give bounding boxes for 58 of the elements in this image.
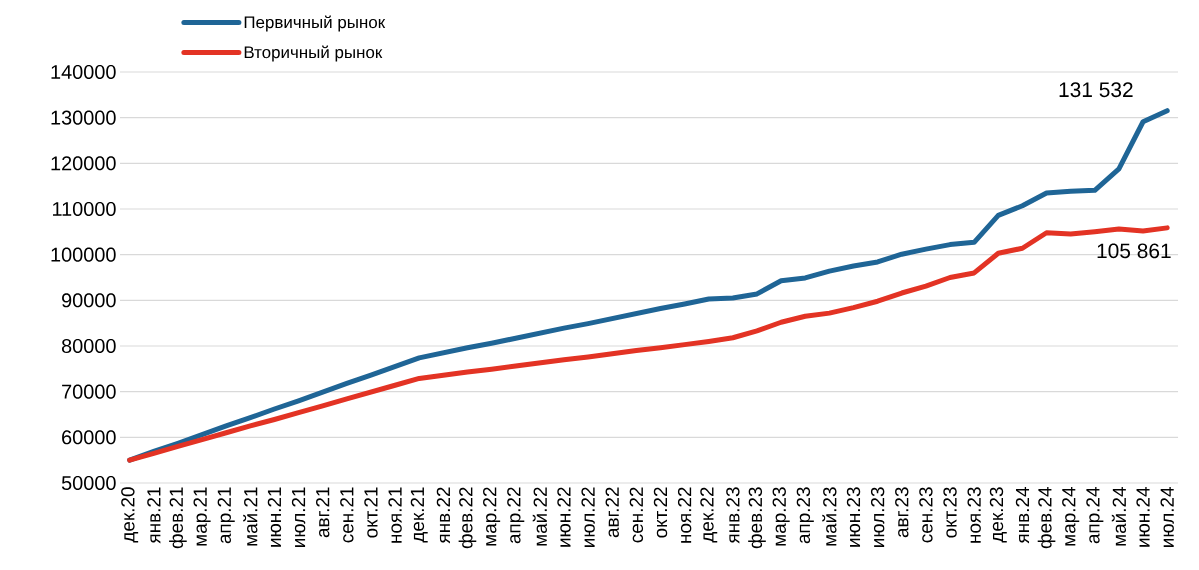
y-tick-label: 90000 xyxy=(62,293,116,308)
x-tick-label: апр.23 xyxy=(796,487,814,544)
x-tick-label: сен.22 xyxy=(629,487,644,543)
x-tick-label: ноя.22 xyxy=(677,487,692,543)
y-tick-label: 80000 xyxy=(61,338,116,354)
x-tick-label: май.22 xyxy=(532,487,547,546)
x-tick-label: май.24 xyxy=(1111,487,1127,546)
x-tick-label: окт.23 xyxy=(943,487,957,538)
y-tick-label: 140000 xyxy=(51,64,116,80)
y-tick-label: 130000 xyxy=(51,110,116,125)
y-tick-label: 50000 xyxy=(61,475,116,491)
x-tick-label: мар.24 xyxy=(1062,487,1080,546)
x-tick-label: апр.21 xyxy=(217,487,235,544)
x-tick-label: июл.24 xyxy=(1160,487,1174,547)
x-tick-label: авг.22 xyxy=(605,487,619,538)
x-tick-label: авг.21 xyxy=(315,487,330,538)
legend-label: Первичный рынок xyxy=(244,15,386,32)
y-tick-label: 70000 xyxy=(62,384,116,399)
x-tick-label: авг.23 xyxy=(895,487,909,538)
x-tick-label: июл.22 xyxy=(581,487,595,547)
x-tick-label: янв.22 xyxy=(436,487,450,544)
x-tick-label: сен.21 xyxy=(340,487,354,543)
x-tick-label: июн.21 xyxy=(267,487,282,547)
x-tick-label: янв.21 xyxy=(147,487,161,544)
y-tick-label: 110000 xyxy=(53,201,116,217)
legend-label: Вторичный рынок xyxy=(244,45,383,62)
x-tick-label: дек.21 xyxy=(410,487,428,543)
x-tick-label: сен.23 xyxy=(919,487,933,543)
annotation: 105 861 xyxy=(1097,243,1171,259)
x-tick-label: июн.24 xyxy=(1136,487,1150,547)
x-tick-label: фев.21 xyxy=(169,487,187,549)
x-tick-label: июн.22 xyxy=(557,487,571,547)
x-tick-label: дек.20 xyxy=(121,487,139,543)
x-tick-label: ноя.23 xyxy=(967,487,981,543)
x-tick-label: ноя.21 xyxy=(388,487,402,543)
y-tick-label: 100000 xyxy=(51,247,116,262)
x-tick-label: окт.21 xyxy=(364,487,378,538)
x-tick-label: мар.23 xyxy=(772,487,790,546)
x-tick-label: май.21 xyxy=(243,487,258,546)
y-tick-label: 120000 xyxy=(51,156,116,171)
x-tick-label: апр.24 xyxy=(1086,487,1104,544)
x-tick-label: фев.23 xyxy=(748,487,766,549)
x-tick-label: июн.23 xyxy=(846,487,861,547)
x-tick-label: июл.23 xyxy=(870,487,885,547)
x-tick-label: янв.23 xyxy=(726,487,740,544)
x-tick-label: дек.22 xyxy=(700,487,718,543)
x-tick-label: май.23 xyxy=(822,487,837,546)
x-tick-label: июл.21 xyxy=(291,487,306,547)
x-tick-label: дек.23 xyxy=(989,487,1007,543)
x-tick-label: апр.22 xyxy=(507,487,525,544)
x-tick-label: фев.24 xyxy=(1037,487,1056,549)
x-tick-label: мар.22 xyxy=(483,487,501,546)
x-tick-label: янв.24 xyxy=(1015,487,1030,544)
x-tick-label: окт.22 xyxy=(653,487,668,538)
x-tick-label: мар.21 xyxy=(193,487,211,546)
x-tick-label: фев.22 xyxy=(458,487,477,549)
annotation: 131 532 xyxy=(1059,82,1133,98)
y-tick-label: 60000 xyxy=(62,430,116,445)
